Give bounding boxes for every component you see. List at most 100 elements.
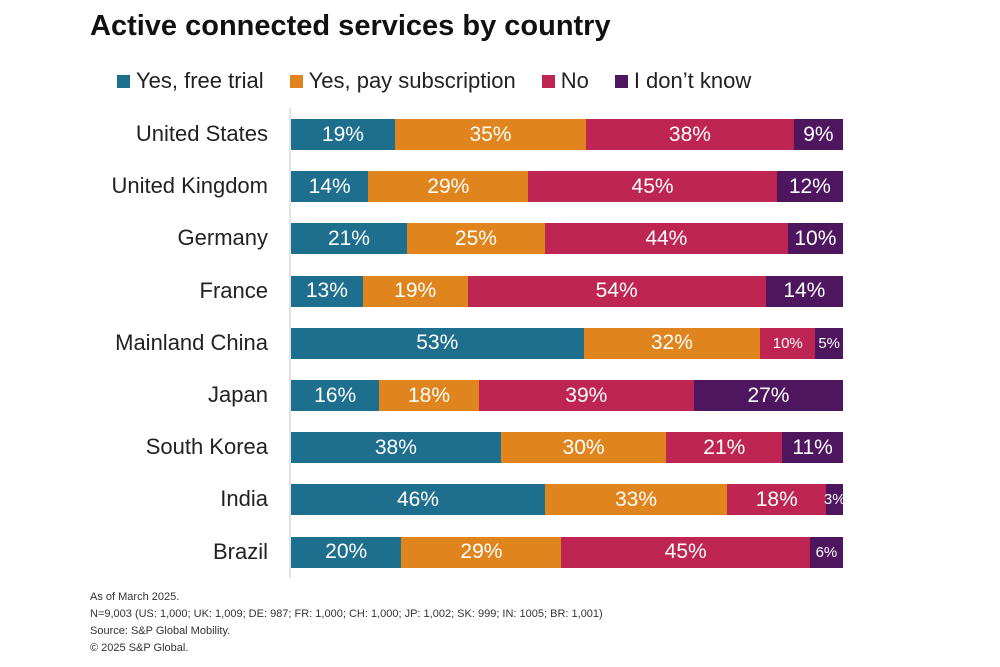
data-label: 11% xyxy=(792,435,833,459)
legend-item-dont-know: I don’t know xyxy=(614,68,752,94)
category-label: United Kingdom xyxy=(111,173,268,199)
legend-label-free-trial: Yes, free trial xyxy=(136,68,264,93)
bar-segment: 12% xyxy=(776,171,843,203)
data-label: 38% xyxy=(668,122,711,146)
data-label: 25% xyxy=(454,226,497,250)
bar-segment: 14% xyxy=(291,171,369,203)
bar-row: 38% 30% 21% 11% xyxy=(291,432,843,464)
footnotes: As of March 2025. N=9,003 (US: 1,000; UK… xyxy=(90,589,603,657)
bar-segment: 3% xyxy=(823,484,846,516)
category-label: Mainland China xyxy=(115,329,268,355)
bar-row: 19% 35% 38% 9% xyxy=(291,119,843,150)
footnote-source: Source: S&P Global Mobility. xyxy=(90,625,231,637)
data-label: 54% xyxy=(595,279,638,303)
data-label: 30% xyxy=(562,435,605,459)
bar-segment: 13% xyxy=(291,275,363,307)
bar-segment: 18% xyxy=(727,484,827,516)
bar-row: 16% 18% 39% 27% xyxy=(291,380,843,411)
data-label: 33% xyxy=(614,487,657,511)
bar-segment: 16% xyxy=(291,380,380,411)
bar-segment: 21% xyxy=(291,223,407,255)
data-label: 10% xyxy=(794,226,837,250)
bar-segment: 32% xyxy=(583,327,761,359)
chart-title: Active connected services by country xyxy=(90,10,611,42)
data-label: 19% xyxy=(394,279,437,303)
bar-segment: 14% xyxy=(765,275,843,307)
bar-segment: 27% xyxy=(693,380,843,411)
bar-segment: 44% xyxy=(544,223,788,255)
data-label: 39% xyxy=(565,383,608,407)
data-label: 19% xyxy=(321,122,364,146)
bar-segment: 11% xyxy=(782,432,843,464)
category-label: Japan xyxy=(208,382,268,407)
bar-row: 20% 29% 45% 6% xyxy=(291,536,843,568)
bar-segment: 21% xyxy=(666,432,783,464)
footnote-date: As of March 2025. xyxy=(90,591,180,603)
legend-item-pay-subscription: Yes, pay subscription xyxy=(289,68,516,94)
legend-label-dont-know: I don’t know xyxy=(633,68,752,93)
bar-segment: 9% xyxy=(793,119,843,150)
legend-item-no: No xyxy=(541,68,589,94)
data-label: 14% xyxy=(308,174,351,198)
category-label: United States xyxy=(135,121,268,146)
legend-swatch-dont-know xyxy=(614,74,628,88)
data-label: 29% xyxy=(460,540,503,564)
bar-segment: 6% xyxy=(809,536,843,568)
bar-segment: 19% xyxy=(362,275,468,307)
legend-label-pay-subscription: Yes, pay subscription xyxy=(308,68,516,93)
bar-segment: 10% xyxy=(787,223,843,255)
data-label: 35% xyxy=(469,122,512,146)
legend-swatch-free-trial xyxy=(117,74,130,88)
legend-swatch-pay-subscription xyxy=(289,74,303,88)
category-axis-line xyxy=(289,108,291,578)
data-label: 32% xyxy=(650,331,693,355)
bar-segment: 35% xyxy=(394,119,587,150)
data-label: 16% xyxy=(314,383,357,407)
data-label: 38% xyxy=(374,435,417,459)
bar-segment: 45% xyxy=(528,171,777,203)
bar-segment: 53% xyxy=(291,327,584,359)
category-label: France xyxy=(199,277,268,303)
bar-row: 53% 32% 10% 5% xyxy=(291,327,843,359)
data-label: 3% xyxy=(823,491,846,509)
data-label: 13% xyxy=(305,279,348,303)
legend-label-no: No xyxy=(560,68,589,93)
bar-segment: 20% xyxy=(291,536,402,568)
bar-segment: 19% xyxy=(291,119,395,150)
data-label: 45% xyxy=(664,540,707,564)
data-label: 46% xyxy=(396,487,439,511)
bar-segment: 54% xyxy=(467,275,766,307)
category-label: South Korea xyxy=(145,434,268,460)
data-label: 9% xyxy=(803,122,834,146)
category-label: India xyxy=(220,486,268,512)
data-label: 18% xyxy=(407,383,450,407)
bar-row: 21% 25% 44% 10% xyxy=(291,223,843,255)
bar-row: 46% 33% 18% 3% xyxy=(291,484,846,516)
legend-swatch-no xyxy=(541,74,555,88)
bar-row: 13% 19% 54% 14% xyxy=(291,275,843,307)
legend-item-free-trial: Yes, free trial xyxy=(117,68,264,94)
bar-segment: 29% xyxy=(368,171,529,203)
data-label: 21% xyxy=(327,226,370,250)
data-label: 44% xyxy=(645,226,688,250)
bar-segment: 29% xyxy=(401,536,562,568)
bar-segment: 38% xyxy=(291,432,501,464)
category-label: Brazil xyxy=(212,538,268,564)
data-label: 12% xyxy=(788,174,831,198)
data-label: 27% xyxy=(747,383,790,407)
data-label: 53% xyxy=(416,331,459,355)
bar-row: 14% 29% 45% 12% xyxy=(291,171,843,203)
data-label: 18% xyxy=(755,487,798,511)
bar-segment: 18% xyxy=(379,380,479,411)
data-label: 5% xyxy=(818,334,840,352)
bar-segment: 5% xyxy=(815,327,843,359)
bar-segment: 45% xyxy=(561,536,810,568)
data-label: 45% xyxy=(631,174,674,198)
legend: Yes, free trial Yes, pay subscription No… xyxy=(117,68,777,94)
footnote-copyright: © 2025 S&P Global. xyxy=(90,642,189,654)
bar-segment: 46% xyxy=(291,484,545,516)
data-label: 6% xyxy=(815,543,838,561)
bar-segment: 38% xyxy=(586,119,794,150)
bar-segment: 39% xyxy=(478,380,694,411)
data-label: 20% xyxy=(325,540,368,564)
